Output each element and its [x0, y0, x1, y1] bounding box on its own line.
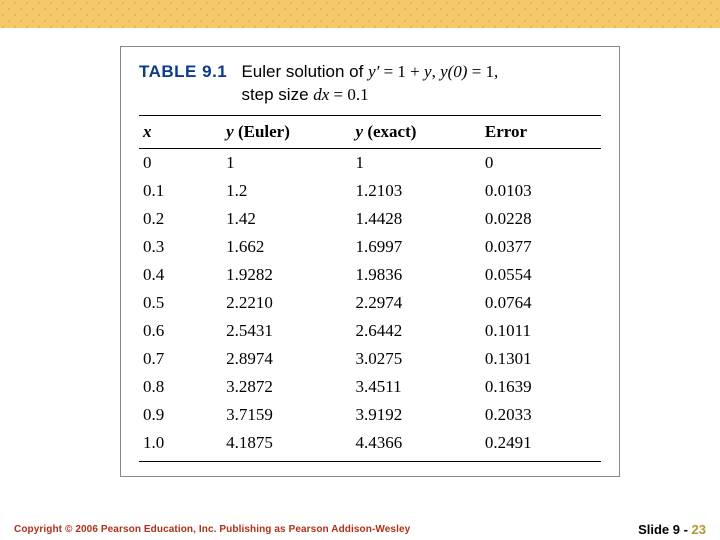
cell-ye: 1.662: [222, 233, 351, 261]
header-y-euler: y (Euler): [222, 115, 351, 148]
cell-yex: 1.6997: [352, 233, 481, 261]
header-y-exact-rest: (exact): [363, 122, 416, 141]
cell-x: 0.3: [139, 233, 222, 261]
table-row: 0.93.71593.91920.2033: [139, 401, 601, 429]
cell-err: 0.0554: [481, 261, 601, 289]
caption-eq-lhs: y′: [368, 62, 379, 81]
caption-ic-lhs: y(0): [440, 62, 467, 81]
cell-yex: 3.0275: [352, 345, 481, 373]
euler-table: x y (Euler) y (exact) Error 01100.11.21.…: [139, 115, 601, 462]
cell-yex: 3.4511: [352, 373, 481, 401]
cell-err: 0.0764: [481, 289, 601, 317]
cell-err: 0.0377: [481, 233, 601, 261]
cell-x: 0.5: [139, 289, 222, 317]
cell-x: 0.1: [139, 177, 222, 205]
header-y-exact-y: y: [356, 122, 364, 141]
caption-title: Euler solution of: [241, 62, 368, 81]
cell-ye: 1.9282: [222, 261, 351, 289]
cell-err: 0.2033: [481, 401, 601, 429]
cell-err: 0.0228: [481, 205, 601, 233]
cell-x: 0.8: [139, 373, 222, 401]
cell-x: 0.6: [139, 317, 222, 345]
cell-err: 0.1639: [481, 373, 601, 401]
cell-err: 0.1301: [481, 345, 601, 373]
table-row: 0.52.22102.29740.0764: [139, 289, 601, 317]
table-row: 1.04.18754.43660.2491: [139, 429, 601, 462]
cell-err: 0.1011: [481, 317, 601, 345]
cell-x: 1.0: [139, 429, 222, 462]
caption-ic-eq: = 1,: [467, 62, 498, 81]
slide-footer: Copyright © 2006 Pearson Education, Inc.…: [0, 518, 720, 540]
cell-yex: 1: [352, 148, 481, 177]
slide-label: Slide 9 -: [638, 522, 691, 537]
header-y-euler-rest: (Euler): [234, 122, 290, 141]
cell-err: 0.2491: [481, 429, 601, 462]
slide-page: 23: [692, 522, 706, 537]
cell-yex: 1.9836: [352, 261, 481, 289]
cell-yex: 1.2103: [352, 177, 481, 205]
caption-stepsize-label: step size: [241, 85, 313, 104]
cell-x: 0: [139, 148, 222, 177]
header-y-euler-y: y: [226, 122, 234, 141]
cell-x: 0.2: [139, 205, 222, 233]
header-y-exact: y (exact): [352, 115, 481, 148]
header-error: Error: [481, 115, 601, 148]
table-row: 0.72.89743.02750.1301: [139, 345, 601, 373]
table-row: 0.31.6621.69970.0377: [139, 233, 601, 261]
cell-yex: 1.4428: [352, 205, 481, 233]
cell-yex: 4.4366: [352, 429, 481, 462]
caption-eq-y: y: [424, 62, 432, 81]
table-number: TABLE 9.1: [139, 62, 227, 81]
cell-err: 0: [481, 148, 601, 177]
table-row: 0.83.28723.45110.1639: [139, 373, 601, 401]
cell-ye: 2.5431: [222, 317, 351, 345]
table-body: 01100.11.21.21030.01030.21.421.44280.022…: [139, 148, 601, 461]
header-x: x: [139, 115, 222, 148]
cell-ye: 2.8974: [222, 345, 351, 373]
decorative-top-band: [0, 0, 720, 28]
table-row: 0110: [139, 148, 601, 177]
cell-ye: 3.2872: [222, 373, 351, 401]
cell-err: 0.0103: [481, 177, 601, 205]
caption-eq-comma: ,: [432, 62, 441, 81]
table-row: 0.11.21.21030.0103: [139, 177, 601, 205]
cell-x: 0.7: [139, 345, 222, 373]
cell-ye: 1: [222, 148, 351, 177]
cell-ye: 1.2: [222, 177, 351, 205]
cell-yex: 2.2974: [352, 289, 481, 317]
table-container: TABLE 9.1 Euler solution of y′ = 1 + y, …: [120, 46, 620, 477]
cell-x: 0.4: [139, 261, 222, 289]
table-row: 0.21.421.44280.0228: [139, 205, 601, 233]
cell-ye: 4.1875: [222, 429, 351, 462]
slide-number: Slide 9 - 23: [638, 522, 706, 537]
caption-dx: dx: [313, 85, 329, 104]
table-row: 0.62.54312.64420.1011: [139, 317, 601, 345]
table-header-row: x y (Euler) y (exact) Error: [139, 115, 601, 148]
table-caption: TABLE 9.1 Euler solution of y′ = 1 + y, …: [139, 61, 601, 107]
caption-dx-eq: = 0.1: [329, 85, 368, 104]
table-row: 0.41.92821.98360.0554: [139, 261, 601, 289]
cell-yex: 2.6442: [352, 317, 481, 345]
cell-x: 0.9: [139, 401, 222, 429]
copyright-text: Copyright © 2006 Pearson Education, Inc.…: [14, 524, 410, 535]
cell-ye: 1.42: [222, 205, 351, 233]
cell-ye: 3.7159: [222, 401, 351, 429]
cell-ye: 2.2210: [222, 289, 351, 317]
cell-yex: 3.9192: [352, 401, 481, 429]
caption-eq-part1: = 1 +: [379, 62, 424, 81]
